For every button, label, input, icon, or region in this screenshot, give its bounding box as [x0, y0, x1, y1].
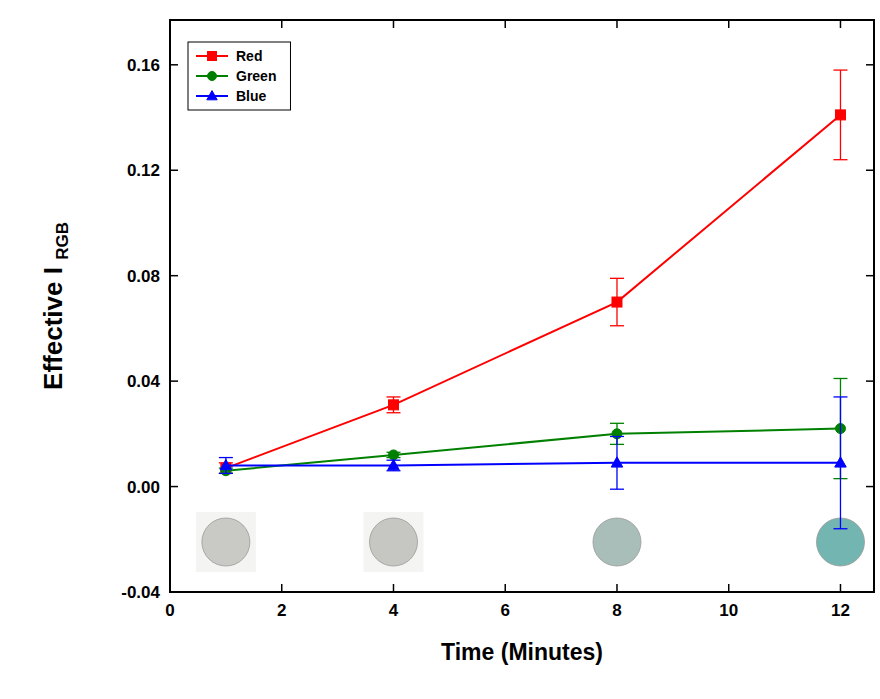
error-bar-cap: [219, 473, 233, 474]
series-line: [226, 429, 841, 471]
error-bar-cap: [610, 278, 624, 279]
error-bar-cap: [833, 378, 847, 379]
legend-label: Blue: [236, 88, 267, 104]
x-tick-top: [281, 20, 283, 28]
error-bar-cap: [219, 473, 233, 474]
data-point: [835, 110, 845, 120]
x-tick-label: 6: [501, 601, 510, 620]
error-bar: [833, 397, 847, 529]
x-tick-top: [169, 20, 171, 28]
error-bar-cap: [833, 396, 847, 397]
sample-photo: [593, 518, 641, 566]
legend: Red Green Blue: [188, 42, 290, 110]
error-bar: [610, 436, 624, 489]
error-bar-cap: [610, 325, 624, 326]
x-tick-top: [728, 20, 730, 28]
x-tick-top: [616, 20, 618, 28]
sample-photo-bg: [363, 512, 423, 572]
sample-photo: [202, 518, 250, 566]
y-tick: [170, 64, 178, 66]
error-bar-cap: [833, 69, 847, 70]
error-bar-cap: [833, 159, 847, 160]
sample-images: [196, 512, 865, 572]
error-bar: [386, 397, 400, 413]
data-point: [388, 400, 398, 410]
y-tick-label: 0.16: [127, 56, 160, 75]
legend-box: [188, 42, 290, 110]
y-tick-label: -0.04: [121, 583, 160, 602]
x-tick: [504, 584, 506, 592]
y-tick: [170, 275, 178, 277]
x-tick: [393, 584, 395, 592]
error-bar-cap: [219, 473, 233, 474]
y-tick-right: [866, 486, 874, 488]
y-tick: [170, 169, 178, 171]
y-tick-label: 0.00: [127, 478, 160, 497]
series-line: [226, 463, 841, 466]
error-bar-cap: [386, 470, 400, 471]
error-bar-cap: [610, 489, 624, 490]
error-bar-cap: [610, 436, 624, 437]
y-axis-title: Effective I RGB: [38, 222, 72, 390]
y-tick: [170, 591, 178, 593]
error-bar: [610, 278, 624, 325]
series-red: [219, 70, 848, 473]
error-bar-cap: [610, 423, 624, 424]
x-tick-top: [504, 20, 506, 28]
legend-marker: [208, 52, 217, 61]
series-line: [226, 115, 841, 468]
error-bar-cap: [219, 457, 233, 458]
x-tick-top: [840, 20, 842, 28]
y-tick-right: [866, 591, 874, 593]
error-bar-cap: [386, 396, 400, 397]
y-tick-right: [866, 275, 874, 277]
x-tick-label: 4: [389, 601, 399, 620]
x-tick-label: 2: [277, 601, 286, 620]
error-bar: [219, 458, 233, 474]
data-point: [835, 457, 847, 467]
sample-photo-bg: [196, 512, 256, 572]
error-bar: [833, 70, 847, 160]
x-tick-label: 12: [831, 601, 850, 620]
series-blue: [219, 397, 848, 529]
y-tick-label: 0.12: [127, 161, 160, 180]
y-tick: [170, 380, 178, 382]
legend-marker: [207, 91, 217, 100]
sample-photo: [369, 518, 417, 566]
error-bar-cap: [386, 412, 400, 413]
x-tick: [616, 584, 618, 592]
plot-area: [219, 70, 848, 529]
y-axis-title-main: Effective I: [38, 260, 68, 390]
error-bar: [386, 460, 400, 471]
y-tick-label: 0.08: [127, 267, 160, 286]
error-bar-cap: [833, 528, 847, 529]
y-axis-title-sub: RGB: [53, 222, 72, 260]
x-tick-label: 0: [165, 601, 174, 620]
data-point: [612, 297, 622, 307]
x-tick-label: 10: [719, 601, 738, 620]
data-point: [220, 459, 232, 469]
x-tick: [169, 584, 171, 592]
y-tick: [170, 486, 178, 488]
y-tick-label: 0.04: [127, 372, 161, 391]
series-green: [219, 378, 848, 478]
data-point: [611, 457, 623, 467]
legend-label: Red: [236, 48, 262, 64]
x-tick: [840, 584, 842, 592]
legend-marker: [208, 72, 217, 81]
x-axis-title: Time (Minutes): [441, 639, 603, 665]
x-tick: [728, 584, 730, 592]
x-tick: [281, 584, 283, 592]
y-tick-right: [866, 169, 874, 171]
y-tick-right: [866, 380, 874, 382]
x-tick-label: 8: [612, 601, 621, 620]
y-tick-right: [866, 64, 874, 66]
chart: 0 2 4 6 8 10 12 -0.04 0.00 0.04 0.08 0.12 0.16 Time (…: [0, 0, 880, 699]
plot-frame: [170, 20, 874, 592]
data-point: [388, 459, 400, 469]
legend-label: Green: [236, 68, 276, 84]
data-point: [388, 450, 398, 460]
x-tick-top: [393, 20, 395, 28]
